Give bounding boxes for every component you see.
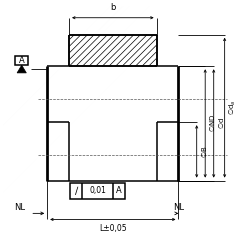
Bar	[70, 183, 125, 199]
Text: b: b	[110, 3, 116, 12]
Text: NL: NL	[14, 203, 25, 212]
Text: A: A	[116, 186, 122, 196]
Text: ∕: ∕	[75, 186, 78, 196]
Text: A: A	[19, 56, 24, 65]
Text: $\varnothing$B: $\varnothing$B	[199, 145, 209, 158]
Text: $\varnothing$d$_a$: $\varnothing$d$_a$	[226, 100, 238, 115]
Bar	[15, 56, 28, 65]
Bar	[69, 35, 156, 66]
Text: $\varnothing$d: $\varnothing$d	[216, 118, 226, 130]
Text: $\varnothing$ND: $\varnothing$ND	[207, 114, 217, 132]
Bar	[69, 35, 156, 66]
Text: 0,01: 0,01	[89, 186, 106, 196]
Polygon shape	[17, 65, 26, 73]
Text: L±0,05: L±0,05	[99, 224, 127, 233]
Text: NL: NL	[173, 203, 184, 212]
